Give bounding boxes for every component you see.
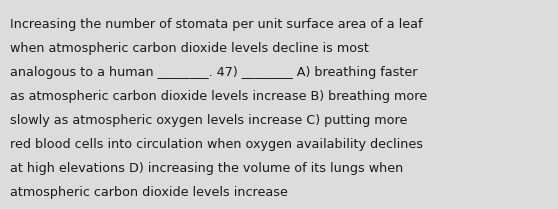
Text: red blood cells into circulation when oxygen availability declines: red blood cells into circulation when ox…: [10, 138, 423, 151]
Text: Increasing the number of stomata per unit surface area of a leaf: Increasing the number of stomata per uni…: [10, 18, 422, 31]
Text: at high elevations D) increasing the volume of its lungs when: at high elevations D) increasing the vol…: [10, 162, 403, 175]
Text: atmospheric carbon dioxide levels increase: atmospheric carbon dioxide levels increa…: [10, 186, 288, 199]
Text: as atmospheric carbon dioxide levels increase B) breathing more: as atmospheric carbon dioxide levels inc…: [10, 90, 427, 103]
Text: analogous to a human ________. 47) ________ A) breathing faster: analogous to a human ________. 47) _____…: [10, 66, 417, 79]
Text: slowly as atmospheric oxygen levels increase C) putting more: slowly as atmospheric oxygen levels incr…: [10, 114, 407, 127]
Text: when atmospheric carbon dioxide levels decline is most: when atmospheric carbon dioxide levels d…: [10, 42, 369, 55]
